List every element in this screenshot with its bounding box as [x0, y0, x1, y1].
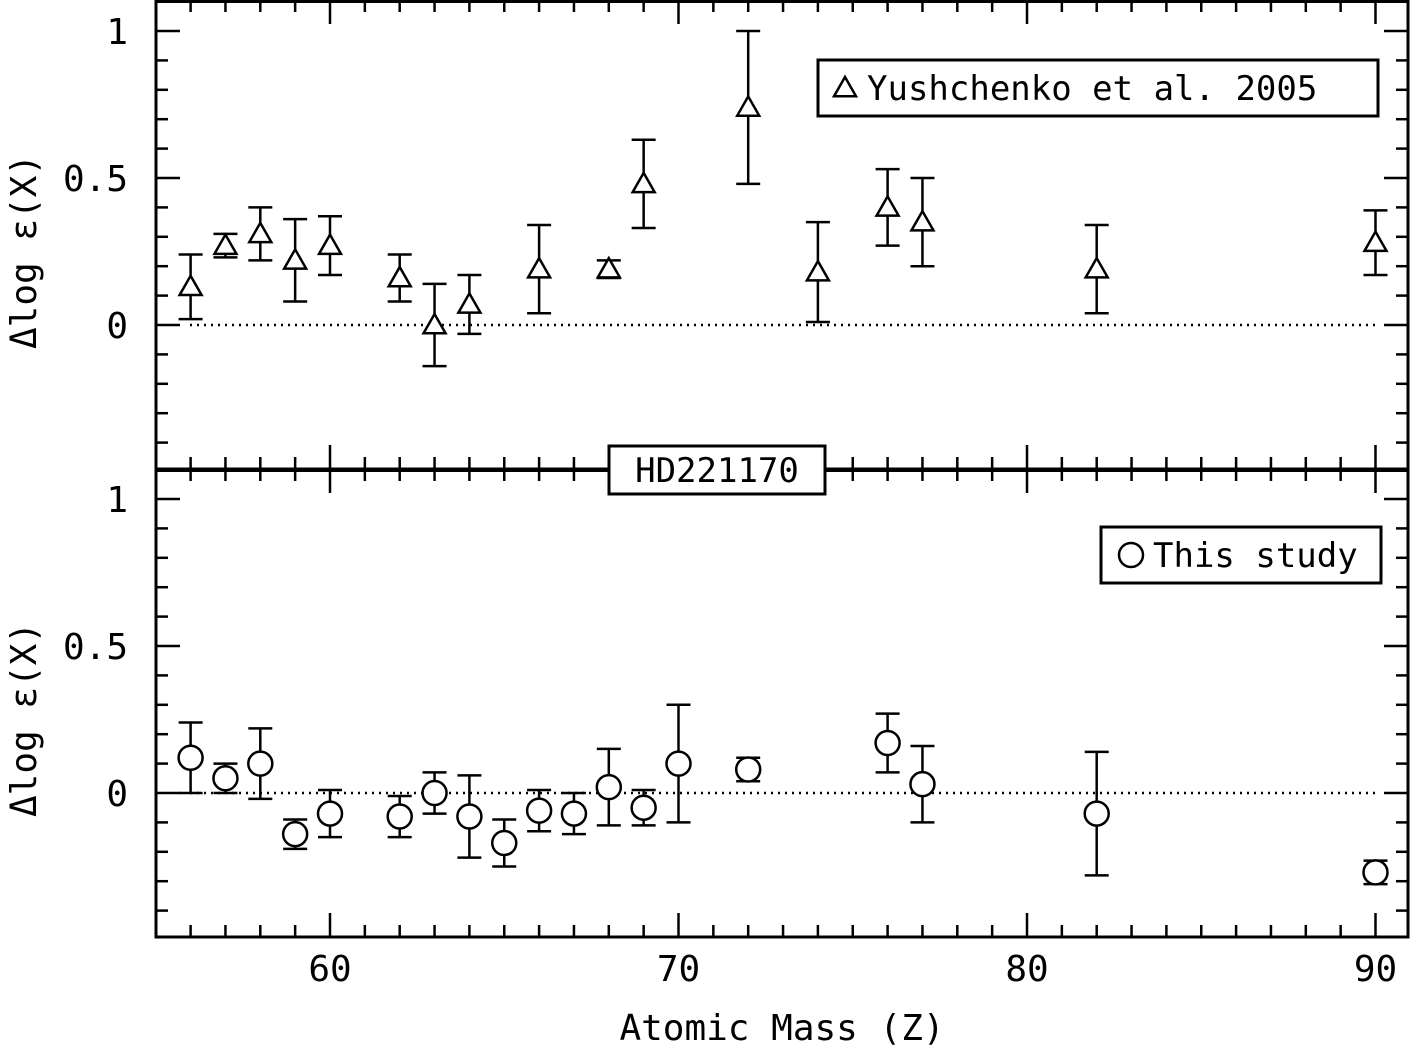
x-tick-label: 70: [657, 949, 700, 990]
triangle-marker: [735, 93, 762, 117]
data-point: [177, 253, 204, 321]
data-point: [734, 756, 762, 783]
circle-marker: [909, 770, 936, 798]
triangle-marker: [1362, 229, 1389, 253]
data-point: [386, 794, 413, 839]
triangle-marker: [630, 170, 657, 194]
data-point: [909, 744, 936, 824]
data-point: [874, 712, 901, 774]
data-point: [630, 788, 657, 827]
triangle-marker: [316, 232, 344, 256]
data-point: [421, 771, 448, 815]
triangle-marker: [804, 258, 832, 282]
circle-marker: [1362, 859, 1389, 886]
data-point: [735, 29, 762, 186]
y-tick-label: 1: [106, 12, 128, 53]
x-tick-label: 80: [1005, 949, 1048, 990]
triangle-marker: [909, 208, 936, 232]
triangle-marker: [421, 311, 448, 335]
triangle-marker: [386, 264, 413, 288]
data-point: [212, 232, 239, 259]
data-point: [316, 214, 344, 277]
legend-box: [1099, 525, 1383, 585]
data-point: [177, 721, 204, 795]
triangle-marker: [281, 246, 309, 270]
triangle-marker: [1083, 255, 1110, 279]
x-tick-label: 60: [308, 949, 351, 990]
data-point: [595, 747, 623, 827]
y-tick-label: 0.5: [63, 159, 128, 200]
circle-marker: [421, 779, 448, 807]
data-point: [525, 788, 553, 833]
legend-box: [816, 58, 1380, 118]
circle-marker: [665, 750, 692, 777]
data-point: [630, 138, 657, 230]
circle-marker: [491, 829, 518, 857]
center-label: HD221170: [635, 451, 799, 491]
data-point: [281, 818, 309, 851]
y-tick-label: 1: [106, 480, 128, 521]
data-point: [421, 282, 448, 368]
triangle-marker: [212, 232, 239, 256]
data-point: [212, 762, 239, 795]
center-label-box: [607, 444, 827, 496]
y-axis-title: Δlog ε(X): [4, 154, 45, 349]
circle-marker: [595, 773, 623, 801]
data-point: [316, 788, 344, 839]
triangle-marker: [177, 273, 204, 297]
circle-marker: [630, 794, 657, 821]
triangle-marker: [874, 193, 901, 217]
data-point: [456, 774, 483, 859]
triangle-marker: [247, 220, 274, 244]
circle-marker: [281, 820, 309, 848]
circle-marker: [386, 803, 413, 830]
circle-marker: [247, 750, 274, 777]
circle-marker: [560, 800, 588, 827]
triangle-marker: [456, 290, 483, 314]
y-tick-label: 0: [106, 774, 128, 815]
data-point: [386, 253, 413, 303]
circle-marker: [316, 800, 344, 827]
data-point: [1362, 209, 1389, 277]
circle-marker: [177, 744, 204, 771]
circle-marker: [874, 729, 901, 757]
data-point: [491, 818, 518, 868]
legend-triangle-marker: [831, 74, 859, 98]
data-point: [909, 176, 936, 268]
center-label-group: HD221170: [607, 444, 827, 496]
y-tick-label: 0: [106, 306, 128, 347]
circle-marker: [525, 797, 553, 824]
legend-label: This study: [1153, 536, 1358, 576]
data-point: [1362, 859, 1389, 886]
data-point: [804, 220, 832, 324]
data-point: [247, 727, 274, 801]
data-point: [560, 791, 588, 836]
y-tick-label: 0.5: [63, 627, 128, 668]
circle-marker: [734, 756, 762, 783]
y-axis-title: Δlog ε(X): [4, 622, 45, 817]
legend-label: Yushchenko et al. 2005: [867, 69, 1317, 109]
triangle-marker: [595, 255, 622, 279]
circle-marker: [456, 803, 483, 830]
data-point: [525, 223, 553, 315]
data-point: [247, 206, 274, 262]
legend-circle-marker: [1117, 541, 1145, 569]
data-point: [1083, 223, 1110, 315]
triangle-marker: [525, 255, 553, 279]
data-point: [281, 217, 309, 303]
data-point: [874, 167, 901, 247]
data-point: [595, 255, 622, 280]
data-point: [665, 703, 692, 824]
top-panel: 1 0.5 0 Δlog ε(X) Yushchenko et al. 2005: [4, 0, 1410, 471]
data-point: [456, 273, 483, 336]
x-axis-title: Atomic Mass (Z): [619, 1008, 944, 1049]
circle-marker: [212, 765, 239, 792]
circle-marker: [1083, 800, 1110, 827]
x-tick-label: 90: [1354, 949, 1397, 990]
data-point: [1083, 750, 1110, 877]
bottom-panel: 1 0.5 0 Δlog ε(X) This study 60 70 80 90: [4, 469, 1410, 990]
